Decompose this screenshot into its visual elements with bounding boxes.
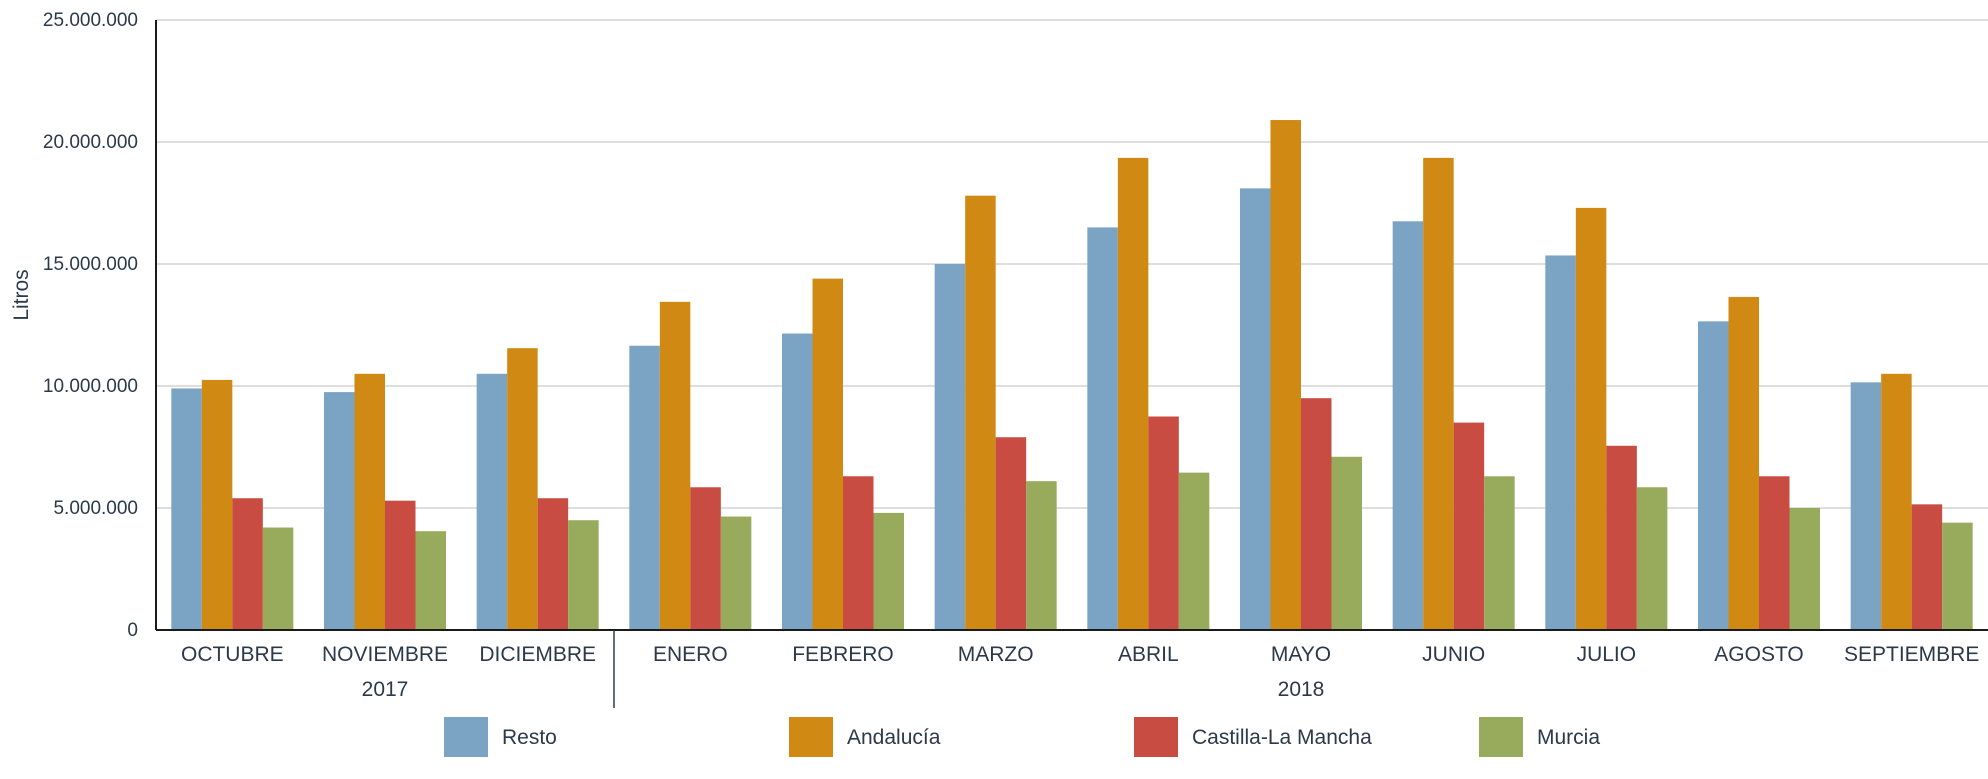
bar (1636, 487, 1668, 630)
year-label: 2017 (362, 678, 409, 701)
y-tick-label: 25.000.000 (43, 10, 138, 31)
y-tick-label: 20.000.000 (43, 132, 138, 153)
bar (1484, 476, 1515, 630)
bar (201, 379, 233, 630)
legend-swatch (444, 717, 488, 757)
bar (537, 498, 569, 630)
bar (324, 392, 355, 630)
x-tick-label: FEBRERO (792, 643, 894, 666)
legend-label: Resto (502, 726, 557, 749)
bar (354, 373, 385, 630)
bar (1575, 207, 1607, 630)
x-tick-label: OCTUBRE (181, 643, 284, 666)
year-label: 2018 (1278, 678, 1325, 701)
y-tick-label: 10.000.000 (43, 376, 138, 397)
bar (1026, 481, 1057, 630)
bar (1453, 422, 1485, 630)
bar (812, 278, 843, 630)
bar (476, 373, 508, 630)
bar (1148, 416, 1179, 630)
bar (934, 264, 966, 630)
bar (1759, 476, 1790, 630)
legend-swatch (1134, 717, 1178, 757)
bar (415, 531, 446, 630)
legend-label: Murcia (1537, 726, 1600, 749)
legend-label: Andalucía (847, 726, 941, 749)
bar (1178, 472, 1210, 630)
bar (262, 527, 294, 630)
bar (1850, 382, 1882, 630)
bar (1698, 321, 1729, 630)
x-tick-labels: OCTUBRE NOVIEMBRE DICIEMBRE ENERO FEBRERO MAR… (181, 643, 1979, 666)
bar (232, 498, 263, 630)
x-tick-label: NOVIEMBRE (322, 643, 448, 666)
bar (1240, 188, 1271, 631)
bar (568, 520, 599, 630)
x-tick-label: MAYO (1271, 643, 1331, 666)
bar (1392, 221, 1424, 631)
bar (843, 476, 874, 630)
bar (629, 345, 660, 630)
y-tick-label: 15.000.000 (43, 254, 138, 275)
bar (1911, 504, 1943, 630)
x-tick-label: SEPTIEMBRE (1844, 643, 1979, 666)
bar (690, 487, 721, 630)
bar (1087, 227, 1118, 630)
y-tick-label: 0 (127, 620, 138, 641)
bar (965, 195, 996, 630)
year-labels: 2017 2018 (362, 630, 1325, 708)
x-tick-label: MARZO (958, 643, 1034, 666)
bar (1270, 120, 1301, 630)
y-tick-label: 5.000.000 (53, 498, 138, 519)
x-tick-label: DICIEMBRE (479, 643, 596, 666)
bar (720, 516, 752, 630)
bar (1606, 445, 1637, 630)
bar (782, 333, 813, 630)
bar (659, 301, 691, 630)
bar (1423, 157, 1454, 631)
bar (507, 348, 538, 630)
x-tick-label: ABRIL (1118, 643, 1179, 666)
bar (1728, 296, 1759, 630)
x-tick-label: ENERO (653, 643, 728, 666)
bar (1331, 456, 1362, 630)
legend-label: Castilla-La Mancha (1192, 726, 1372, 749)
gridlines (156, 19, 1988, 509)
legend-swatch (1479, 717, 1523, 757)
bar (385, 500, 416, 630)
bar (171, 388, 202, 630)
y-tick-labels: 0 5.000.000 10.000.000 15.000.000 20.000.000… (43, 10, 138, 641)
bar (1789, 508, 1820, 630)
legend-swatch (789, 717, 833, 757)
bars (171, 120, 1973, 631)
bar (995, 437, 1027, 630)
bar (873, 512, 904, 630)
bar (1942, 522, 1973, 630)
y-axis-label: Litros (10, 269, 33, 320)
x-tick-label: AGOSTO (1714, 643, 1803, 666)
x-tick-label: JUNIO (1422, 643, 1485, 666)
x-tick-label: JULIO (1577, 643, 1637, 666)
axes (155, 20, 1988, 631)
legend: Resto Andalucía Castilla-La Mancha Murcia (444, 717, 1600, 757)
bar (1301, 398, 1332, 630)
bar (1881, 373, 1912, 630)
bar (1117, 157, 1149, 631)
bar (1545, 255, 1576, 630)
